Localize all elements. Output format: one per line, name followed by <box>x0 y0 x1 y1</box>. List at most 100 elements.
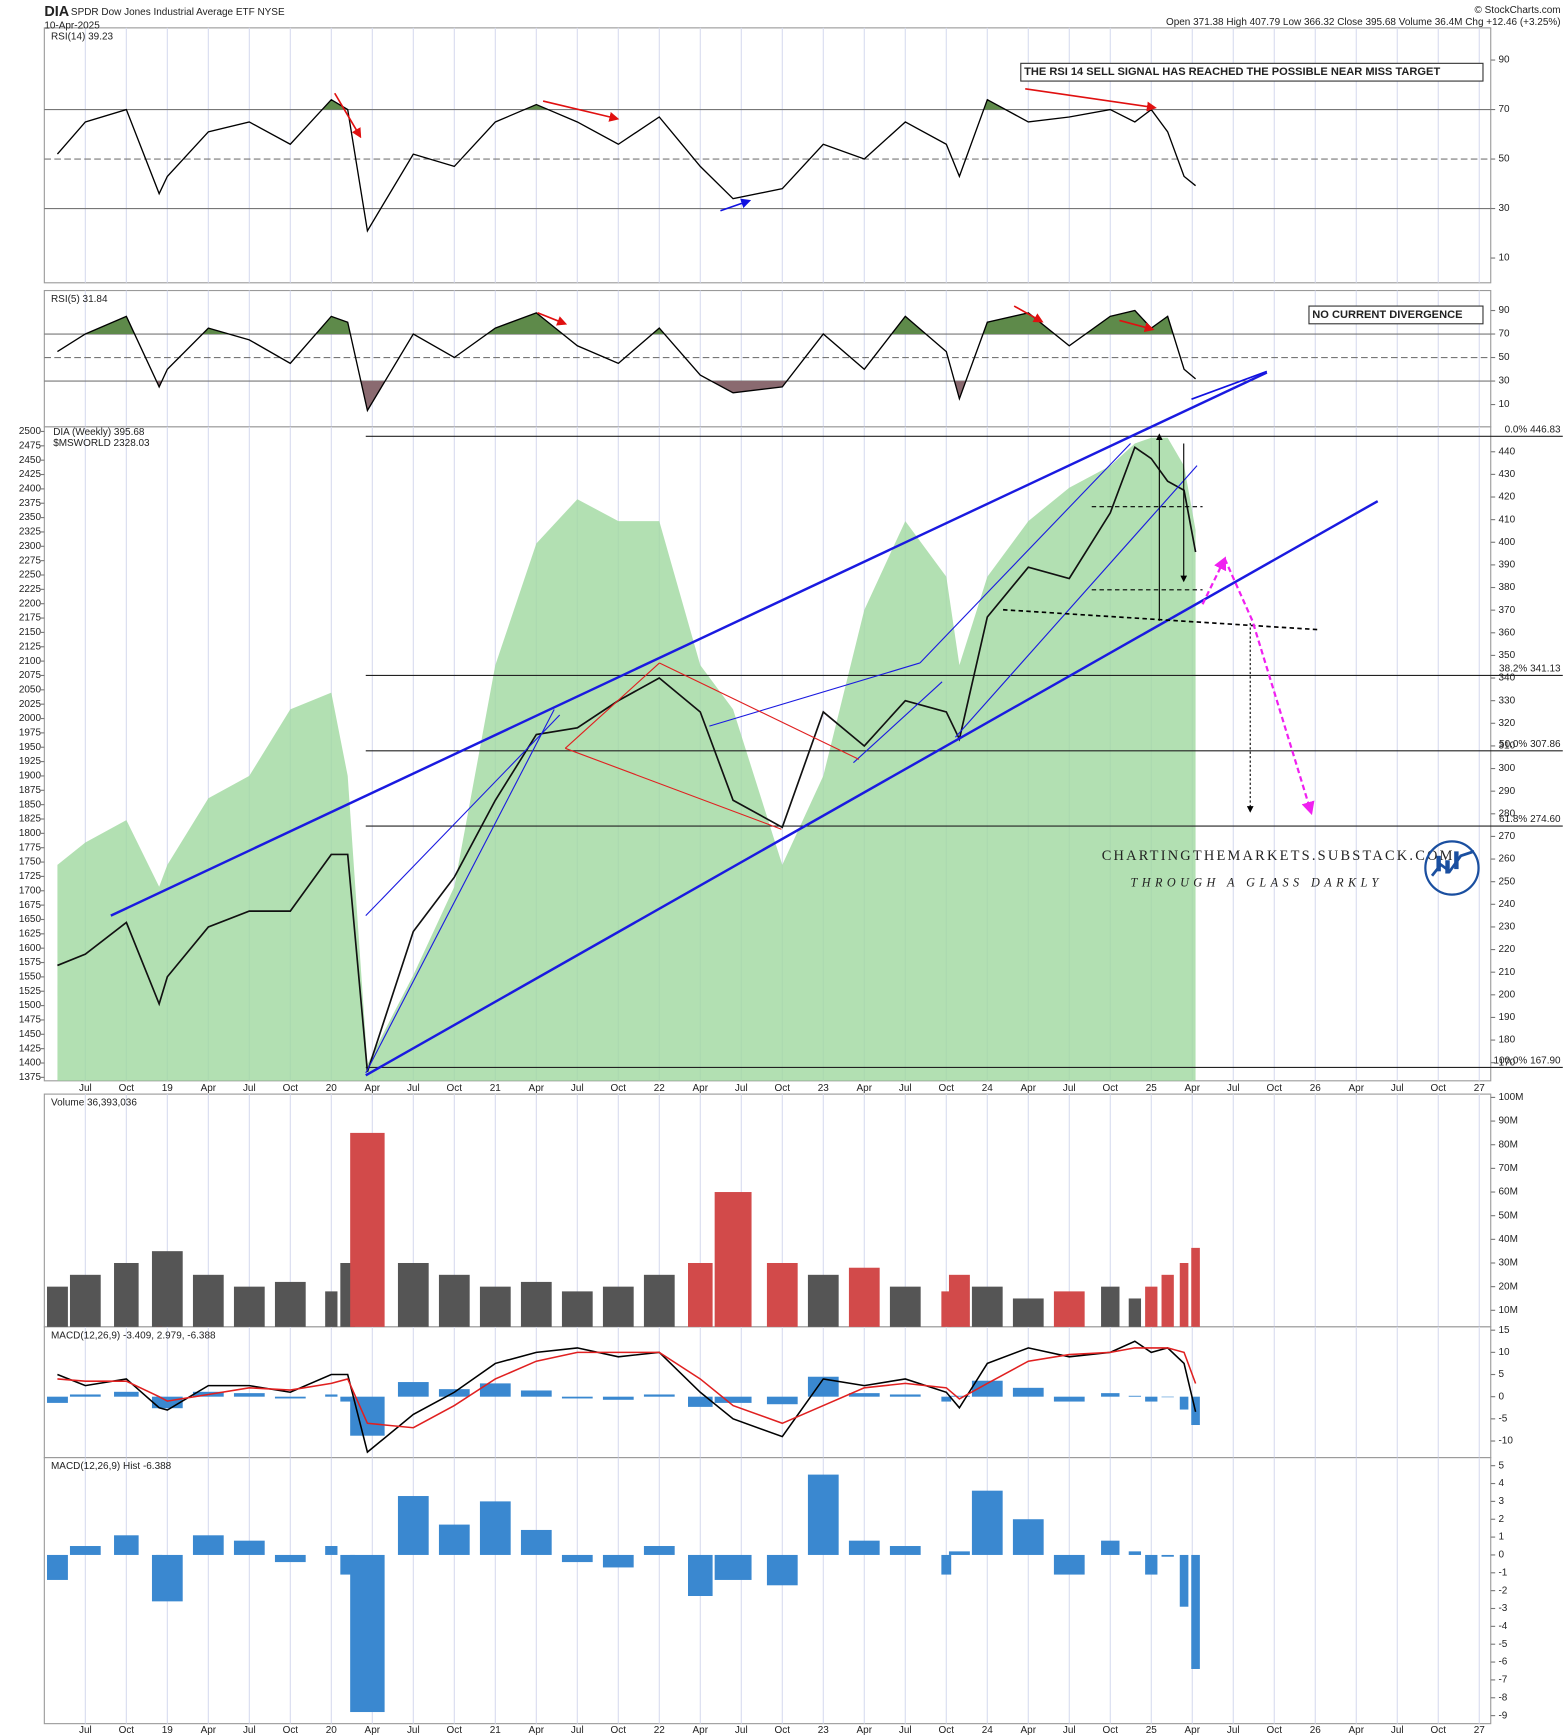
hist-bar <box>948 1551 970 1555</box>
macd-hist-bar <box>807 1376 839 1397</box>
quote: Open 371.38 High 407.79 Low 366.32 Close… <box>1166 17 1561 28</box>
volume-bar <box>1101 1286 1120 1327</box>
x-tick-label: Jul <box>1227 1725 1240 1736</box>
volume-bar <box>643 1274 675 1327</box>
hist-bar <box>69 1546 101 1555</box>
y-tick-label: 10 <box>1498 399 1510 410</box>
x-tick-label: Oct <box>1431 1725 1447 1736</box>
macd-hist-bar <box>1012 1387 1044 1397</box>
hist-bar <box>1053 1554 1085 1575</box>
x-tick-label: Apr <box>529 1083 545 1094</box>
y-tick-label: -4 <box>1498 1621 1507 1632</box>
volume-bar <box>941 1291 952 1327</box>
y2-tick-label: 2300 <box>19 541 42 552</box>
y2-tick-label: 1875 <box>19 785 42 796</box>
panel-title: RSI(5) 31.84 <box>51 294 108 305</box>
x-tick-label: 25 <box>1146 1083 1158 1094</box>
x-tick-label: Apr <box>693 1083 709 1094</box>
y-tick-label: 70 <box>1498 104 1510 115</box>
hist-bar <box>192 1535 224 1555</box>
macd-hist-bar <box>69 1394 101 1397</box>
x-tick-label: 23 <box>818 1083 830 1094</box>
x-tick-label: 21 <box>490 1725 502 1736</box>
y-tick-label: 400 <box>1498 537 1515 548</box>
hist-bar <box>848 1540 880 1555</box>
volume-bar <box>479 1286 511 1327</box>
macd-hist-bar <box>325 1394 338 1397</box>
y-tick-label: 80M <box>1498 1139 1517 1150</box>
x-tick-label: Oct <box>775 1725 791 1736</box>
x-tick-label: Oct <box>939 1725 955 1736</box>
volume-bar <box>561 1291 593 1327</box>
hist-bar <box>941 1554 952 1575</box>
fib-label: 61.8% 274.60 <box>1499 814 1561 825</box>
x-tick-label: Oct <box>1267 1725 1283 1736</box>
legend-entry: $MSWORLD 2328.03 <box>53 438 150 449</box>
macd-hist-bar <box>948 1395 970 1397</box>
y-tick-label: 370 <box>1498 605 1515 616</box>
macd-hist-bar <box>233 1393 265 1397</box>
x-tick-label: Jul <box>899 1083 912 1094</box>
y2-tick-label: 2175 <box>19 613 42 624</box>
hist-bar <box>151 1554 183 1602</box>
y2-tick-label: 2450 <box>19 455 42 466</box>
y-tick-label: 390 <box>1498 560 1515 571</box>
macd-hist-bar <box>1053 1396 1085 1402</box>
x-tick-label: Apr <box>365 1725 381 1736</box>
x-tick-label: Oct <box>119 1725 135 1736</box>
y-tick-label: -3 <box>1498 1603 1507 1614</box>
x-tick-label: Jul <box>243 1725 256 1736</box>
y-tick-label: 10M <box>1498 1305 1517 1316</box>
y-tick-label: 10 <box>1498 253 1510 264</box>
macd-hist-bar <box>602 1396 634 1400</box>
x-tick-label: Jul <box>1391 1725 1404 1736</box>
y-tick-label: 300 <box>1498 763 1515 774</box>
panel-frame <box>43 1326 1492 1459</box>
x-tick-label: 24 <box>982 1083 994 1094</box>
x-tick-label: Jul <box>1227 1083 1240 1094</box>
macd-hist-bar <box>1179 1396 1189 1410</box>
y2-tick-label: 1675 <box>19 900 42 911</box>
x-tick-label: Jul <box>1391 1083 1404 1094</box>
y-tick-label: 410 <box>1498 514 1515 525</box>
logo <box>1424 840 1480 896</box>
y2-tick-label: 1400 <box>19 1058 42 1069</box>
y-tick-label: 5 <box>1498 1369 1504 1380</box>
x-tick-label: Apr <box>1021 1725 1037 1736</box>
source: © StockCharts.com <box>1475 5 1561 16</box>
marks-layer: RSI(14) 39.23 RSI(5) 31.84 Volume 36,393,0… <box>46 31 1563 1713</box>
volume-bar <box>192 1274 224 1327</box>
x-tick-label: 20 <box>326 1725 338 1736</box>
hist-bar <box>325 1546 338 1555</box>
y-tick-label: 310 <box>1498 741 1515 752</box>
volume-bar <box>520 1281 552 1327</box>
hist-bar <box>46 1554 68 1580</box>
volume-bar <box>848 1267 880 1327</box>
y2-tick-label: 2200 <box>19 598 42 609</box>
macd-hist-bar <box>971 1380 1003 1397</box>
y2-tick-label: 2275 <box>19 555 42 566</box>
macd-hist-bar <box>643 1394 675 1397</box>
hist-bar <box>1145 1554 1158 1575</box>
note: THE RSI 14 SELL SIGNAL HAS REACHED THE P… <box>1024 66 1440 78</box>
y-tick-label: 5 <box>1498 1460 1504 1471</box>
y-tick-label: 30 <box>1498 203 1510 214</box>
x-tick-label: Jul <box>571 1725 584 1736</box>
x-tick-label: Apr <box>1185 1725 1201 1736</box>
y-tick-label: 260 <box>1498 854 1515 865</box>
panel-frame <box>43 1457 1492 1725</box>
y-tick-label: 100M <box>1498 1092 1523 1103</box>
x-tick-label: 26 <box>1310 1725 1322 1736</box>
y-tick-label: 340 <box>1498 673 1515 684</box>
y2-tick-label: 2075 <box>19 670 42 681</box>
hist-bar <box>688 1554 713 1597</box>
y-tick-label: 0 <box>1498 1391 1504 1402</box>
y2-tick-label: 1950 <box>19 742 42 753</box>
y2-tick-label: 2475 <box>19 440 42 451</box>
y-tick-label: 440 <box>1498 446 1515 457</box>
y-tick-label: 420 <box>1498 492 1515 503</box>
y2-tick-label: 1850 <box>19 799 42 810</box>
fib-label: 38.2% 341.13 <box>1499 663 1561 674</box>
hist-bar <box>766 1554 798 1586</box>
y2-tick-label: 1825 <box>19 814 42 825</box>
